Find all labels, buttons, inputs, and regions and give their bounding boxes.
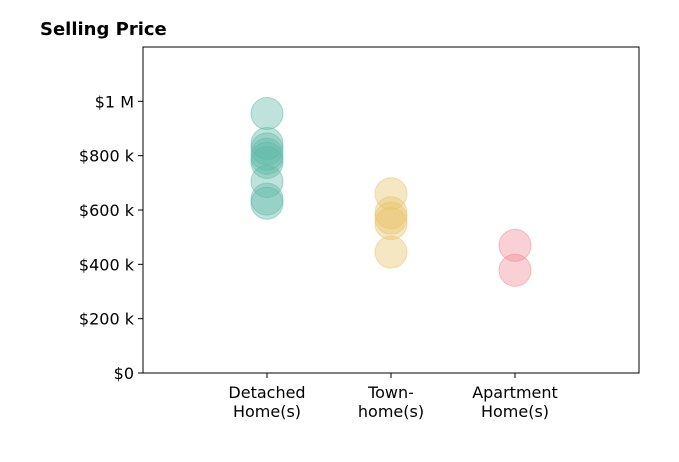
x-tick-label: Town-home(s) — [358, 383, 424, 421]
point — [374, 235, 408, 269]
point — [498, 253, 532, 287]
point — [250, 97, 284, 131]
y-tick-label: $0 — [114, 364, 134, 383]
y-tick-label: $800 k — [79, 147, 135, 166]
y-tick-label: $600 k — [79, 201, 135, 220]
point — [374, 177, 408, 211]
point — [250, 141, 284, 175]
chart-title: Selling Price — [40, 19, 167, 40]
point — [250, 182, 284, 216]
x-tick-label: Apartment Home(s) — [472, 383, 558, 421]
point — [250, 145, 284, 179]
point — [374, 207, 408, 241]
point — [250, 137, 284, 171]
point — [250, 186, 284, 220]
y-tick-label: $1 M — [95, 92, 134, 111]
x-tick-label: Detached Home(s) — [228, 383, 305, 421]
point — [498, 228, 532, 262]
y-tick-label: $200 k — [79, 310, 135, 329]
y-tick-label: $400 k — [79, 255, 135, 274]
